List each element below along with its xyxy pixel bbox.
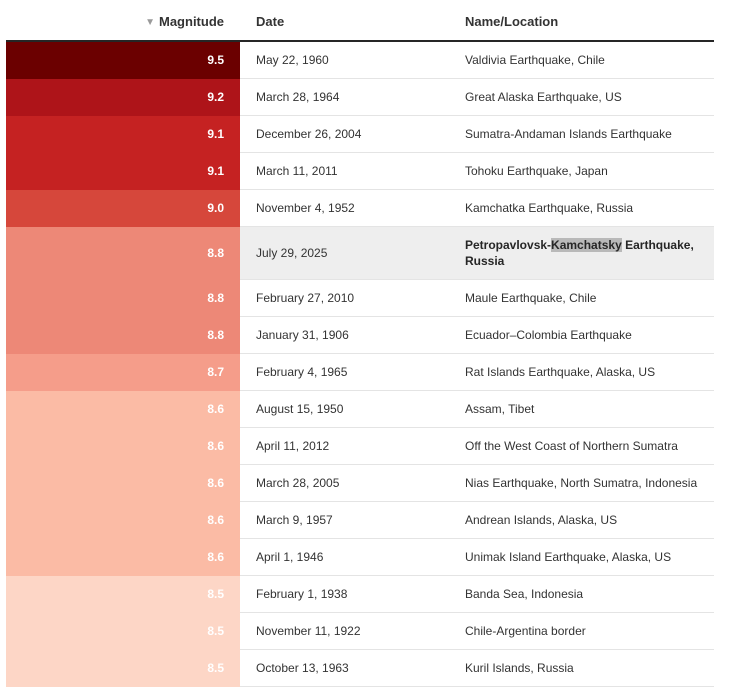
selected-text[interactable]: Kamchatsky <box>551 238 622 252</box>
table-row: 8.6 August 15, 1950 Assam, Tibet <box>6 391 714 428</box>
earthquake-table: ▼ Magnitude Date Name/Location 9.5 May 22,… <box>6 0 714 687</box>
column-header-magnitude-label: Magnitude <box>159 13 224 29</box>
magnitude-cell: 8.6 <box>6 465 240 502</box>
magnitude-cell: 8.7 <box>6 354 240 391</box>
date-cell: February 27, 2010 <box>240 280 449 317</box>
table-row: 8.8 February 27, 2010 Maule Earthquake, Ch… <box>6 280 714 317</box>
date-cell: January 31, 1906 <box>240 317 449 354</box>
table-row: 8.5 November 11, 1922 Chile-Argentina bord… <box>6 613 714 650</box>
magnitude-cell: 9.1 <box>6 153 240 190</box>
magnitude-cell: 8.6 <box>6 539 240 576</box>
magnitude-cell: 8.6 <box>6 391 240 428</box>
date-cell: August 15, 1950 <box>240 391 449 428</box>
name-location-cell: Ecuador–Colombia Earthquake <box>449 317 714 354</box>
date-cell: February 4, 1965 <box>240 354 449 391</box>
table-row: 8.6 April 1, 1946 Unimak Island Earthquake… <box>6 539 714 576</box>
sort-descending-icon: ▼ <box>145 16 155 28</box>
table-row: 9.2 March 28, 1964 Great Alaska Earthquake… <box>6 79 714 116</box>
name-location-cell: Banda Sea, Indonesia <box>449 576 714 613</box>
magnitude-cell: 9.5 <box>6 42 240 79</box>
magnitude-cell: 8.8 <box>6 317 240 354</box>
name-location-cell: Unimak Island Earthquake, Alaska, US <box>449 539 714 576</box>
table-row: 8.6 March 9, 1957 Andrean Islands, Alaska,… <box>6 502 714 539</box>
date-cell: February 1, 1938 <box>240 576 449 613</box>
name-location-cell: Kuril Islands, Russia <box>449 650 714 687</box>
name-location-cell: Rat Islands Earthquake, Alaska, US <box>449 354 714 391</box>
date-cell: October 13, 1963 <box>240 650 449 687</box>
name-location-cell: Chile-Argentina border <box>449 613 714 650</box>
name-location-cell: Nias Earthquake, North Sumatra, Indonesi… <box>449 465 714 502</box>
name-location-cell: Andrean Islands, Alaska, US <box>449 502 714 539</box>
table-row: 9.1 December 26, 2004 Sumatra-Andaman Isla… <box>6 116 714 153</box>
magnitude-cell: 9.1 <box>6 116 240 153</box>
date-cell: November 11, 1922 <box>240 613 449 650</box>
date-cell: March 28, 2005 <box>240 465 449 502</box>
magnitude-cell: 9.2 <box>6 79 240 116</box>
name-location-cell: Assam, Tibet <box>449 391 714 428</box>
name-location-cell: Off the West Coast of Northern Sumatra <box>449 428 714 465</box>
date-cell: July 29, 2025 <box>240 227 449 280</box>
table-row: 9.1 March 11, 2011 Tohoku Earthquake, Japa… <box>6 153 714 190</box>
name-location-cell: Valdivia Earthquake, Chile <box>449 42 714 79</box>
table-row: 8.7 February 4, 1965 Rat Islands Earthquak… <box>6 354 714 391</box>
table-header: ▼ Magnitude Date Name/Location <box>6 0 714 42</box>
date-cell: March 9, 1957 <box>240 502 449 539</box>
table-body: 9.5 May 22, 1960 Valdivia Earthquake, Chil… <box>6 42 714 687</box>
table-row: 8.6 April 11, 2012 Off the West Coast of N… <box>6 428 714 465</box>
name-location-cell: Kamchatka Earthquake, Russia <box>449 190 714 227</box>
date-cell: November 4, 1952 <box>240 190 449 227</box>
name-location-cell: Tohoku Earthquake, Japan <box>449 153 714 190</box>
name-prefix: Petropavlovsk- <box>465 238 552 252</box>
column-header-magnitude[interactable]: ▼ Magnitude <box>6 14 240 29</box>
magnitude-cell: 8.5 <box>6 576 240 613</box>
name-location-cell: Sumatra-Andaman Islands Earthquake <box>449 116 714 153</box>
magnitude-cell: 8.5 <box>6 650 240 687</box>
name-location-cell: Maule Earthquake, Chile <box>449 280 714 317</box>
date-cell: December 26, 2004 <box>240 116 449 153</box>
name-location-text: Petropavlovsk-Kamchatsky Earthquake, Rus… <box>465 237 704 269</box>
date-cell: April 1, 1946 <box>240 539 449 576</box>
magnitude-cell: 8.6 <box>6 502 240 539</box>
name-location-cell: Great Alaska Earthquake, US <box>449 79 714 116</box>
table-row: 8.5 February 1, 1938 Banda Sea, Indonesia <box>6 576 714 613</box>
name-location-cell: Petropavlovsk-Kamchatsky Earthquake, Rus… <box>449 227 714 280</box>
table-row: 9.5 May 22, 1960 Valdivia Earthquake, Chil… <box>6 42 714 79</box>
table-row: 8.8 January 31, 1906 Ecuador–Colombia Eart… <box>6 317 714 354</box>
date-cell: April 11, 2012 <box>240 428 449 465</box>
date-cell: March 11, 2011 <box>240 153 449 190</box>
date-cell: March 28, 1964 <box>240 79 449 116</box>
magnitude-cell: 9.0 <box>6 190 240 227</box>
table-row: 8.5 October 13, 1963 Kuril Islands, Russia <box>6 650 714 687</box>
magnitude-cell: 8.8 <box>6 280 240 317</box>
column-header-name-location[interactable]: Name/Location <box>465 13 559 29</box>
magnitude-cell: 8.5 <box>6 613 240 650</box>
table-row: 8.8 July 29, 2025 Petropavlovsk-Kamchatsky… <box>6 227 714 280</box>
name-suffix: Earthquake, Russia <box>465 238 694 268</box>
table-row: 8.6 March 28, 2005 Nias Earthquake, North … <box>6 465 714 502</box>
table-row: 9.0 November 4, 1952 Kamchatka Earthquake,… <box>6 190 714 227</box>
magnitude-cell: 8.6 <box>6 428 240 465</box>
magnitude-cell: 8.8 <box>6 227 240 280</box>
column-header-date[interactable]: Date <box>256 13 285 29</box>
date-cell: May 22, 1960 <box>240 42 449 79</box>
